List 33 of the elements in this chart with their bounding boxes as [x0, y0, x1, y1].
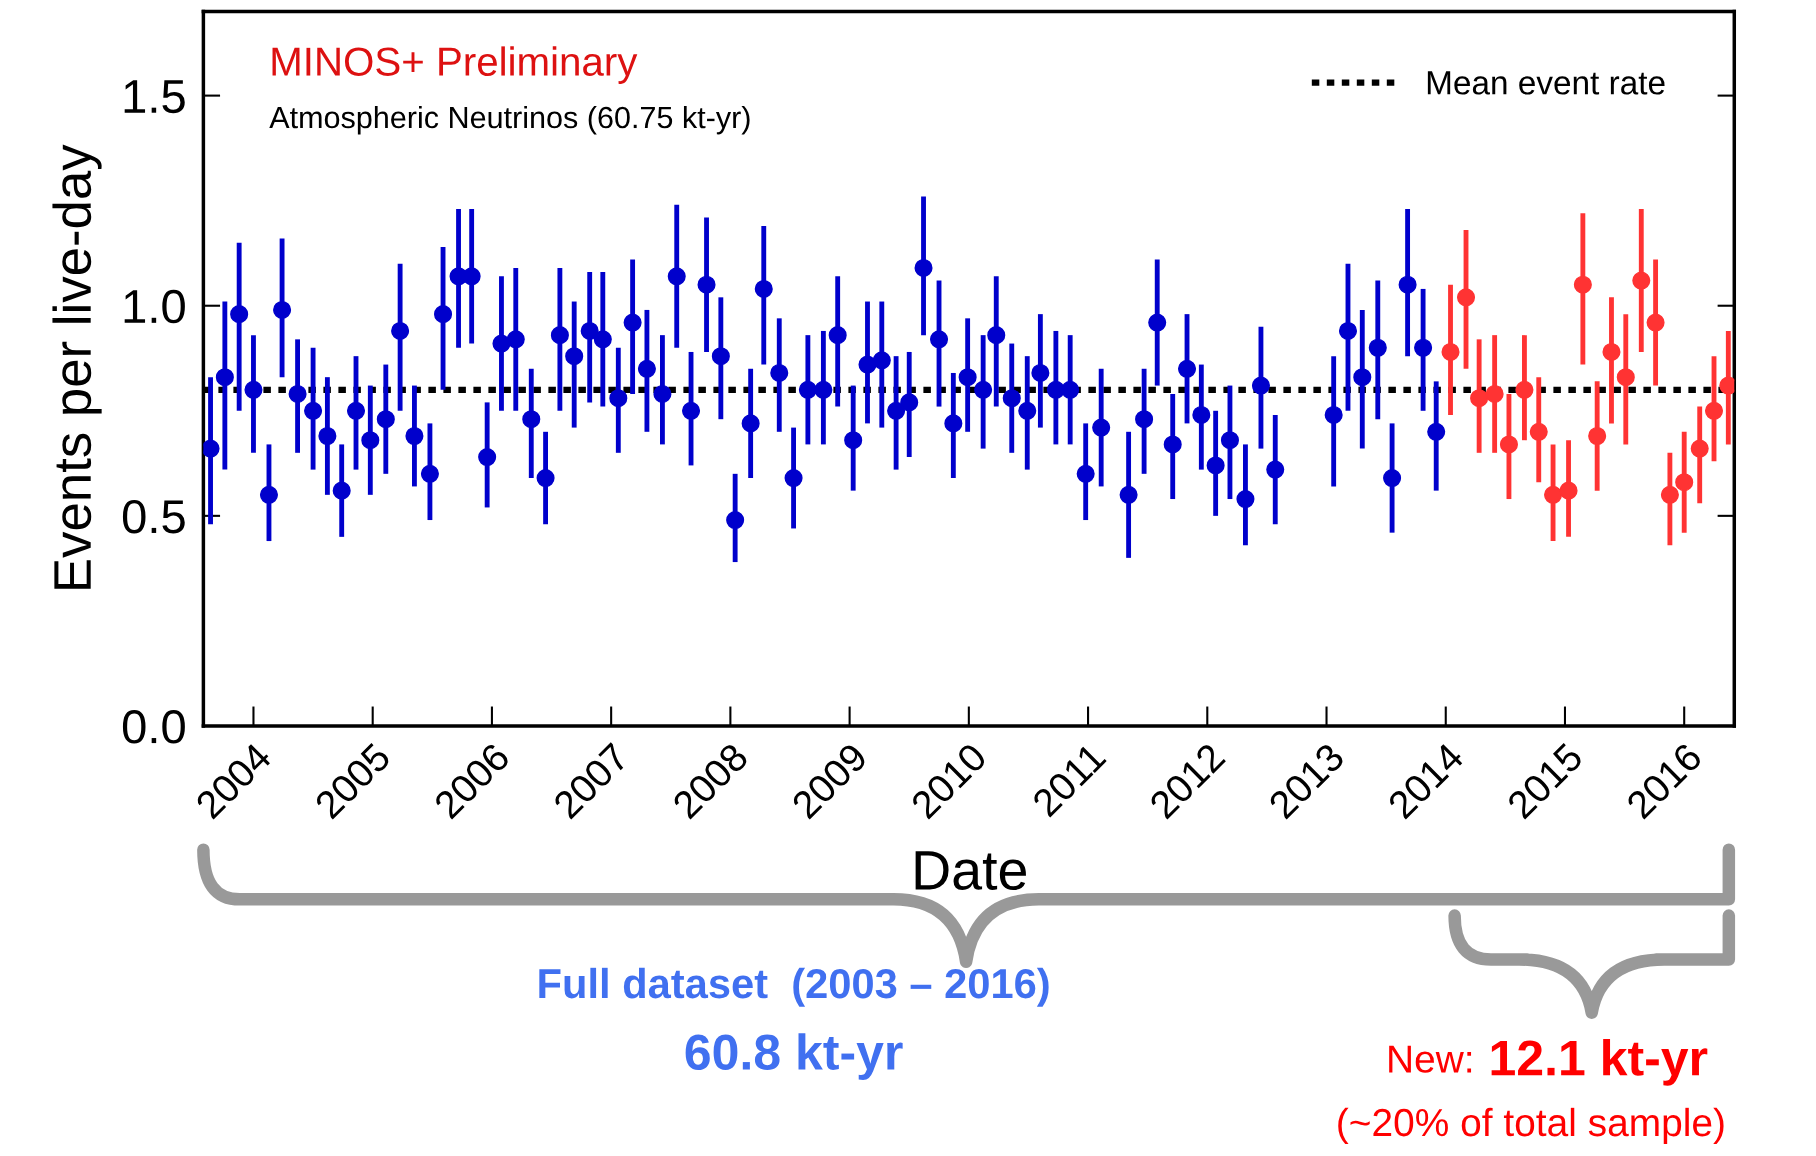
- point: [1632, 271, 1651, 290]
- point: [1675, 473, 1694, 492]
- point: [1559, 481, 1578, 500]
- annotation: MINOS+ Preliminary: [272, 46, 638, 84]
- point: [1456, 288, 1476, 307]
- text: New:: [1389, 1045, 1472, 1073]
- point: [1646, 313, 1665, 332]
- point: [1588, 426, 1607, 446]
- y-axis-title: Events per live-day: [52, 144, 102, 589]
- point: [1616, 368, 1635, 387]
- x-axis-title: Date: [915, 851, 1026, 891]
- point: [1544, 485, 1563, 504]
- point: [1529, 422, 1548, 441]
- point: [1704, 401, 1724, 420]
- point: [1515, 380, 1534, 399]
- y-tick-label: 1.0: [124, 289, 185, 324]
- legend-label: Mean event rate: [1427, 71, 1665, 95]
- text: Full dataset (2003 – 2016): [539, 967, 1049, 1007]
- point: [1690, 439, 1709, 458]
- y-tick-label: 1.5: [124, 80, 185, 114]
- point: [1485, 384, 1504, 404]
- annotation: Atmospheric Neutrinos (60.75 kt-yr): [269, 105, 750, 135]
- text: 12.1 kt-yr: [1491, 1039, 1708, 1086]
- point: [1441, 342, 1460, 361]
- point: [1573, 275, 1592, 294]
- y-tick-label: 0.5: [122, 499, 185, 534]
- point: [1602, 342, 1621, 361]
- point: [1499, 435, 1518, 454]
- text: 60.8 kt-yr: [685, 1033, 903, 1080]
- point: [1470, 389, 1489, 408]
- y-tick-label: 0.0: [122, 710, 185, 744]
- point: [1660, 485, 1679, 504]
- text: (~20% of total sample): [1338, 1107, 1724, 1145]
